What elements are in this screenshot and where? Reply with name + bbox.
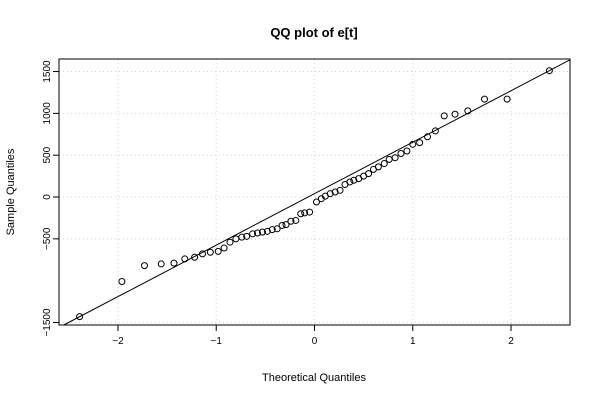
y-axis: −1500 −500 0 500 1000 1500 xyxy=(42,60,59,337)
data-point-27 xyxy=(306,208,314,216)
data-point-5 xyxy=(181,255,189,263)
data-point-32 xyxy=(331,188,339,196)
data-point-23 xyxy=(287,217,295,225)
data-point-3 xyxy=(157,260,165,268)
data-point-47 xyxy=(409,140,417,148)
data-point-13 xyxy=(238,233,246,241)
x-axis: −2 −1 0 1 2 xyxy=(112,325,514,347)
x-tick-label-4: 2 xyxy=(508,336,514,347)
data-point-45 xyxy=(397,150,405,158)
data-point-35 xyxy=(346,178,354,186)
data-point-51 xyxy=(440,112,448,120)
data-point-2 xyxy=(140,262,148,270)
data-point-39 xyxy=(365,170,373,178)
x-tick-label-1: −1 xyxy=(211,336,223,347)
data-point-25 xyxy=(297,210,305,218)
data-point-49 xyxy=(424,133,432,141)
data-point-33 xyxy=(336,186,344,194)
data-point-14 xyxy=(243,232,251,240)
y-tick-label-4: 1000 xyxy=(42,102,53,125)
y-tick-label-3: 500 xyxy=(42,146,53,163)
y-tick-label-2: 0 xyxy=(42,194,53,200)
y-tick-label-5: 1500 xyxy=(42,60,53,83)
data-point-11 xyxy=(226,238,234,246)
data-point-28 xyxy=(312,198,320,206)
data-point-26 xyxy=(301,209,309,217)
data-point-36 xyxy=(350,176,358,184)
data-point-0 xyxy=(76,313,84,321)
data-point-41 xyxy=(374,163,382,171)
data-point-42 xyxy=(380,160,388,168)
data-point-9 xyxy=(214,247,222,255)
data-point-6 xyxy=(191,253,199,261)
y-tick-label-0: −1500 xyxy=(42,308,53,337)
data-point-44 xyxy=(391,154,399,162)
x-tick-label-2: 0 xyxy=(312,336,318,347)
data-point-31 xyxy=(326,190,334,198)
data-point-16 xyxy=(254,229,262,237)
points-layer xyxy=(76,67,553,321)
data-point-55 xyxy=(503,95,511,103)
data-point-48 xyxy=(416,139,424,147)
data-point-4 xyxy=(170,259,178,267)
x-tick-label-3: 1 xyxy=(410,336,416,347)
data-point-53 xyxy=(464,107,472,115)
data-point-17 xyxy=(258,228,266,236)
data-point-18 xyxy=(263,227,271,235)
data-point-46 xyxy=(403,147,411,155)
grid-layer xyxy=(59,59,570,325)
data-point-15 xyxy=(249,230,257,238)
y-tick-label-1: −500 xyxy=(42,227,53,250)
data-point-56 xyxy=(545,67,553,75)
data-point-10 xyxy=(220,244,228,252)
data-point-8 xyxy=(206,248,214,256)
x-axis-label: Theoretical Quantiles xyxy=(262,372,366,384)
data-point-20 xyxy=(273,225,281,233)
data-point-19 xyxy=(268,226,276,234)
data-point-24 xyxy=(292,216,300,224)
data-point-21 xyxy=(278,221,286,229)
y-axis-label: Sample Quantiles xyxy=(5,148,17,235)
data-point-22 xyxy=(282,221,290,229)
reference-line xyxy=(63,59,571,326)
data-point-50 xyxy=(431,127,439,135)
x-tick-label-0: −2 xyxy=(112,336,124,347)
chart-title: QQ plot of e[t] xyxy=(270,25,357,40)
data-point-52 xyxy=(451,110,459,118)
data-point-1 xyxy=(118,278,126,286)
data-point-43 xyxy=(385,155,393,163)
data-point-7 xyxy=(198,250,206,258)
data-point-54 xyxy=(481,95,489,103)
